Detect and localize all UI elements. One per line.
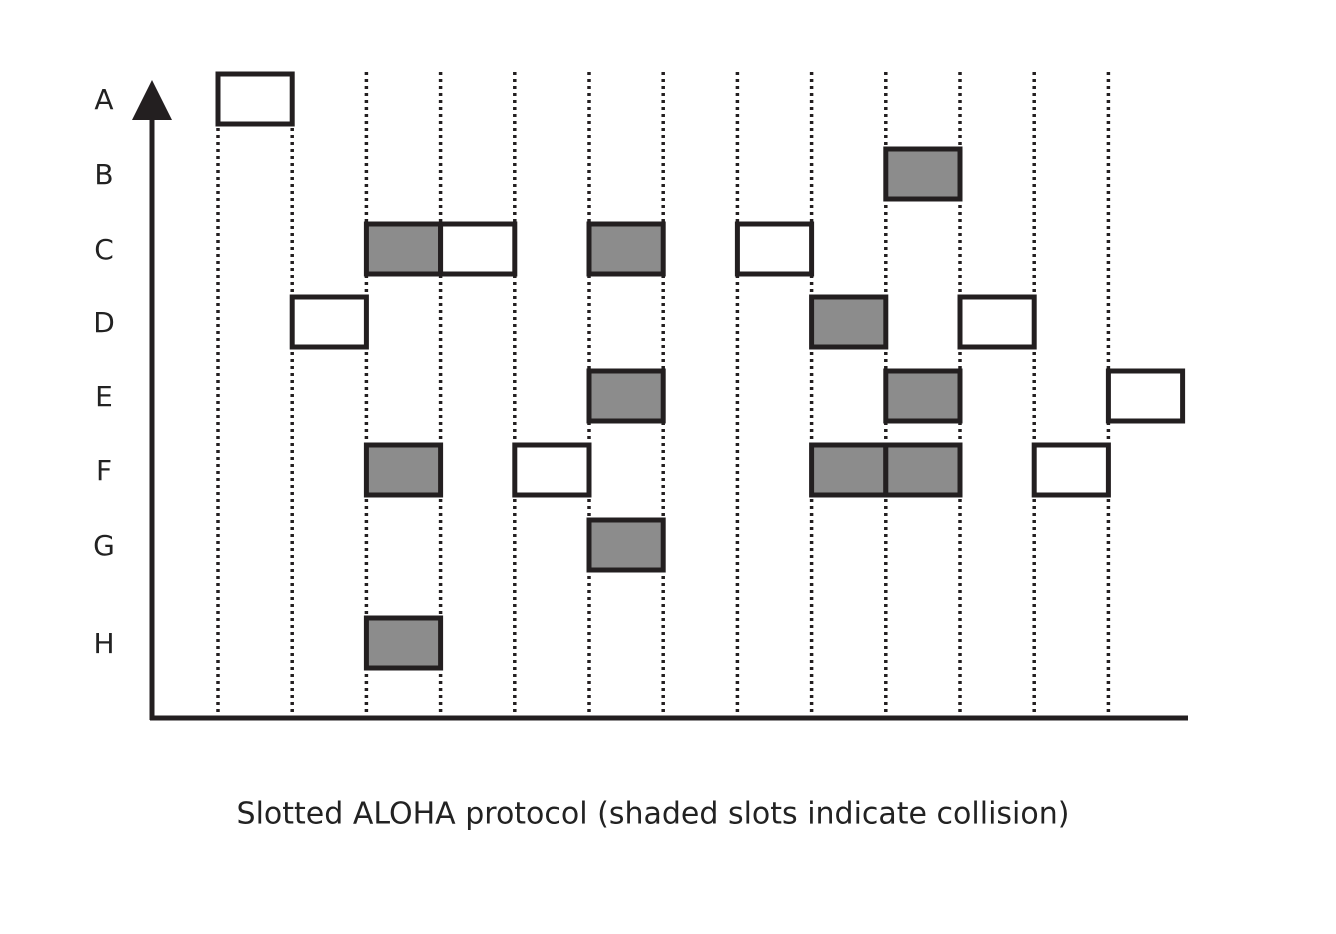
- collision-slot: [883, 146, 963, 202]
- transmission-slot: [438, 221, 518, 277]
- transmission-slot: [1105, 368, 1186, 424]
- station-label: G: [93, 529, 115, 562]
- collision-slot: [586, 221, 666, 277]
- caption: Slotted ALOHA protocol (shaded slots ind…: [237, 797, 1070, 832]
- collision-slot: [883, 368, 963, 424]
- axis-arrow: [132, 80, 172, 120]
- station-label: A: [94, 83, 113, 116]
- station-label: E: [95, 380, 113, 413]
- transmission-slot: [734, 221, 815, 277]
- collision-slot: [883, 442, 963, 498]
- collision-slot: [363, 615, 444, 671]
- transmission-slot: [957, 294, 1037, 350]
- collision-slot: [809, 442, 889, 498]
- collision-slot: [363, 442, 444, 498]
- collision-slot: [363, 221, 444, 277]
- transmission-slot: [289, 294, 369, 350]
- transmission-slot: [215, 71, 295, 127]
- station-label: B: [94, 158, 113, 191]
- collision-slot: [586, 368, 666, 424]
- station-labels: A B C D E F G H: [93, 83, 115, 660]
- transmission-slot: [512, 442, 592, 498]
- transmissions: [215, 71, 1186, 671]
- transmission-slot: [1031, 442, 1111, 498]
- station-label: H: [93, 627, 114, 660]
- collision-slot: [586, 517, 666, 573]
- station-label: C: [94, 233, 114, 266]
- station-label: F: [96, 454, 112, 487]
- collision-slot: [809, 294, 889, 350]
- station-label: D: [93, 306, 115, 339]
